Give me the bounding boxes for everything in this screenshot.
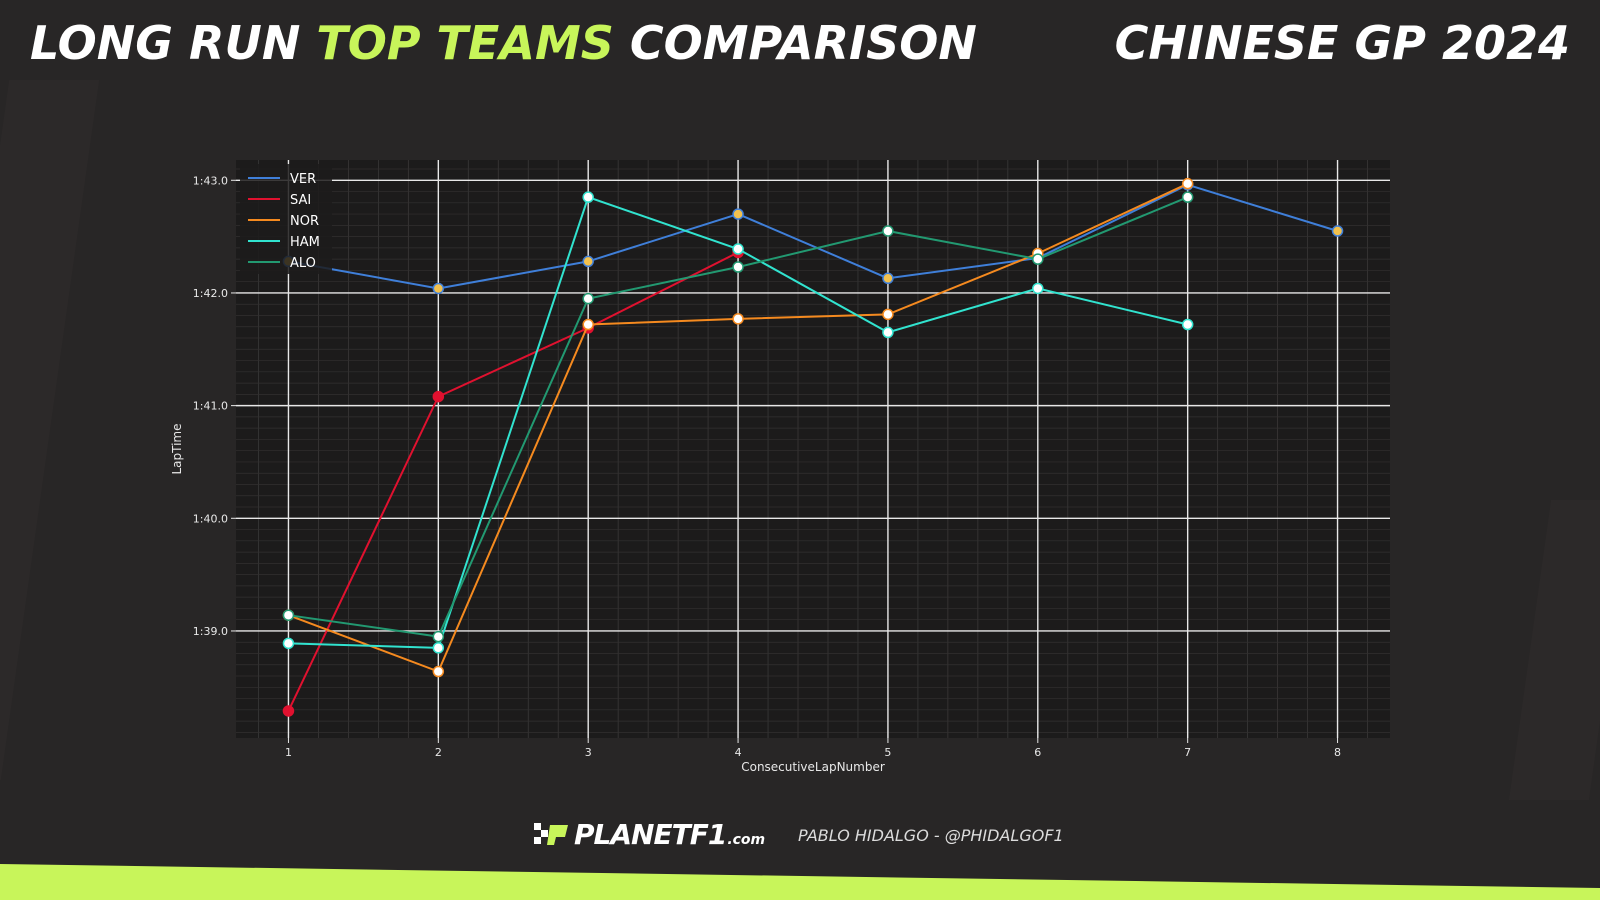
data-point — [582, 191, 594, 203]
data-point — [1032, 253, 1044, 265]
y-tick-label: 1:40.0 — [193, 512, 228, 525]
y-axis-label: LapTime — [170, 423, 184, 474]
legend-label: NOR — [290, 214, 319, 229]
data-point — [432, 630, 445, 643]
plot-area — [236, 160, 1390, 738]
y-tick-label: 1:42.0 — [193, 287, 228, 300]
data-point — [732, 313, 744, 325]
y-tick-label: 1:41.0 — [193, 400, 228, 413]
data-point — [1032, 282, 1044, 295]
flag-icon — [534, 822, 568, 845]
x-axis-label: ConsecutiveLapNumber — [741, 760, 885, 774]
brand-suffix: .com — [727, 832, 766, 848]
x-tick-label: 4 — [735, 746, 742, 759]
minor-grid — [236, 160, 1390, 738]
data-point — [282, 609, 295, 621]
planetf1-logo: PLANETF1 .com — [534, 818, 765, 851]
title-part-2: COMPARISON — [629, 16, 977, 70]
x-tick-label: 5 — [884, 746, 891, 759]
data-point — [432, 665, 445, 678]
data-point — [732, 208, 744, 220]
series-line — [287, 251, 739, 712]
series-alo — [282, 191, 1194, 643]
data-point — [732, 261, 744, 273]
legend-label: SAI — [290, 193, 311, 208]
legend-label: HAM — [290, 235, 320, 250]
x-tick-label: 8 — [1334, 746, 1341, 759]
data-point — [1181, 191, 1194, 203]
x-tick-label: 7 — [1184, 746, 1191, 759]
data-point — [432, 390, 445, 403]
data-point — [582, 255, 594, 268]
data-point — [432, 642, 445, 654]
y-tick-label: 1:39.0 — [193, 625, 228, 638]
data-point — [1331, 225, 1344, 237]
x-tick-label: 2 — [435, 746, 442, 759]
x-tick-label: 1 — [285, 746, 292, 759]
accent-band — [0, 864, 1600, 900]
data-point — [432, 282, 445, 295]
data-point — [282, 705, 295, 717]
x-tick-label: 6 — [1034, 746, 1041, 759]
legend-label: ALO — [290, 256, 316, 271]
author-credit: PABLO HIDALGO - @PHIDALGOF1 — [798, 826, 1064, 845]
legend-label: VER — [290, 172, 316, 187]
data-point — [882, 308, 894, 321]
data-point — [882, 225, 894, 237]
race-title: CHINESE GP 2024 — [1114, 16, 1570, 70]
data-point — [1181, 177, 1194, 190]
y-tick-label: 1:43.0 — [193, 174, 228, 187]
data-point — [882, 272, 894, 285]
data-point — [732, 243, 744, 255]
title-highlight: TOP TEAMS — [316, 16, 614, 70]
title-part-1: LONG RUN — [30, 16, 301, 70]
data-point — [582, 318, 594, 331]
legend: VER SAI NOR HAM ALO — [240, 164, 332, 274]
page-title: LONG RUN TOP TEAMS COMPARISON — [30, 16, 977, 70]
data-point — [582, 292, 594, 305]
data-point — [882, 326, 894, 339]
x-tick-label: 3 — [585, 746, 592, 759]
series-ham — [282, 191, 1194, 654]
series-line — [288, 183, 1338, 290]
data-point — [1181, 318, 1194, 331]
data-point — [282, 637, 295, 650]
brand-name: PLANETF1 — [574, 818, 727, 851]
